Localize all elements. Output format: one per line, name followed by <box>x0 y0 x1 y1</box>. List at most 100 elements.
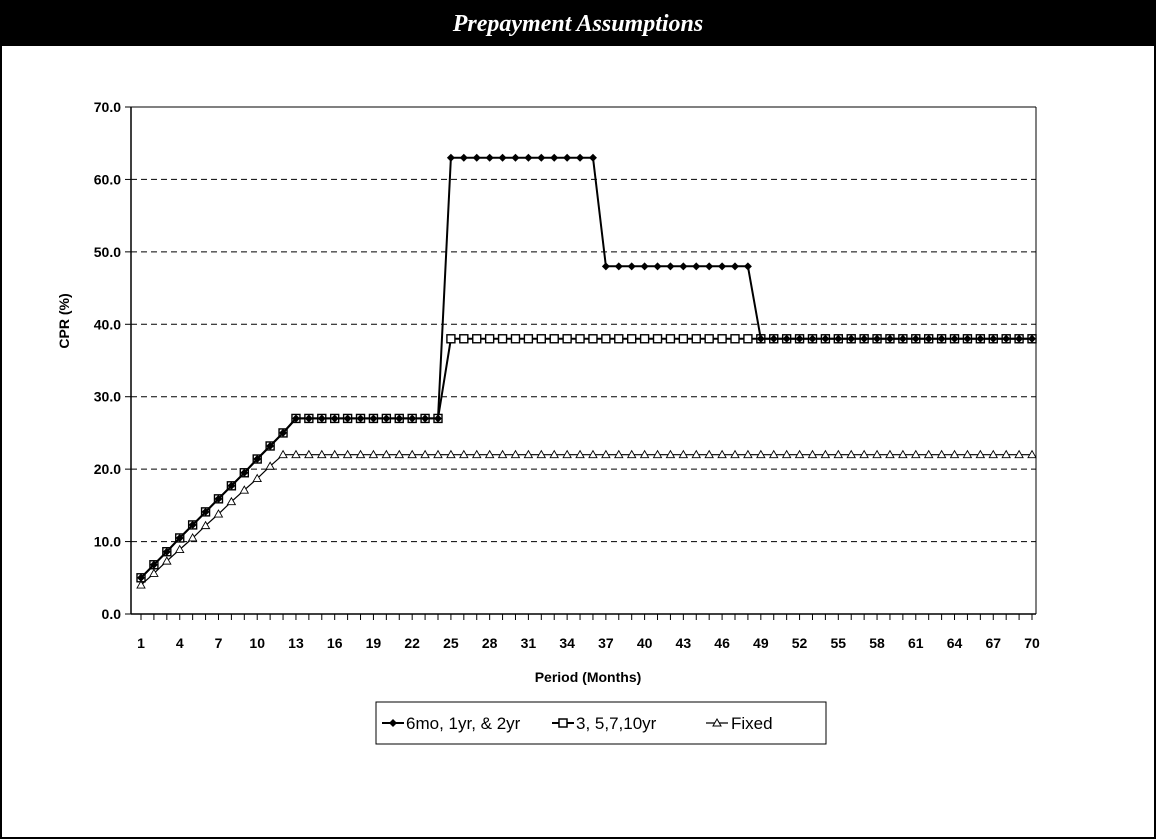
data-point-triangle <box>911 449 921 459</box>
data-point-square <box>575 334 585 344</box>
data-point-triangle <box>704 449 714 459</box>
data-point-diamond <box>1028 334 1036 343</box>
data-point-diamond <box>408 414 417 423</box>
data-point-triangle <box>756 449 766 459</box>
x-tick-label: 4 <box>176 635 184 651</box>
data-point-diamond <box>731 262 739 271</box>
page-title: Prepayment Assumptions <box>2 2 1154 46</box>
data-point-triangle <box>781 449 792 459</box>
data-point-triangle <box>717 449 727 459</box>
data-point-square <box>652 334 663 344</box>
x-tick-label: 58 <box>869 635 885 651</box>
data-point-triangle <box>187 533 198 542</box>
data-point-triangle <box>523 449 534 459</box>
data-point-triangle <box>820 449 831 459</box>
data-point-triangle <box>898 449 908 459</box>
data-point-square <box>562 334 572 344</box>
x-tick-label: 31 <box>521 635 537 651</box>
data-point-triangle <box>200 520 211 530</box>
data-point-diamond <box>640 262 649 271</box>
data-point-triangle <box>265 461 275 470</box>
x-tick-label: 70 <box>1024 635 1040 651</box>
legend-label-series-3: Fixed <box>731 714 773 733</box>
data-point-square <box>472 334 482 344</box>
data-point-triangle <box>484 449 495 459</box>
x-tick-label: 13 <box>288 635 304 651</box>
data-point-triangle <box>588 449 598 459</box>
data-point-diamond <box>976 334 985 343</box>
data-point-diamond <box>162 547 171 556</box>
x-tick-label: 16 <box>327 635 343 651</box>
data-point-diamond <box>434 414 442 423</box>
data-point-diamond <box>989 334 998 343</box>
data-point-diamond <box>627 262 636 271</box>
legend-triangle-marker <box>712 717 722 727</box>
data-point-square <box>614 334 624 344</box>
data-point-diamond <box>201 507 210 516</box>
data-point-square <box>730 334 740 344</box>
data-point-triangle <box>381 449 392 459</box>
x-tick-label: 1 <box>137 635 145 651</box>
legend-box <box>375 701 827 745</box>
data-point-triangle <box>433 449 443 459</box>
data-point-square <box>497 334 508 344</box>
x-tick-label: 64 <box>947 635 963 651</box>
data-point-diamond <box>769 334 778 343</box>
legend-square-marker <box>558 718 568 728</box>
data-point-diamond <box>795 334 804 343</box>
data-point-diamond <box>240 468 249 477</box>
data-point-diamond <box>459 153 468 162</box>
data-point-diamond <box>356 414 365 423</box>
data-point-triangle <box>174 544 185 553</box>
data-point-diamond <box>472 153 481 162</box>
series-line-3 <box>140 454 1032 586</box>
data-point-triangle <box>807 449 818 459</box>
data-point-triangle <box>317 449 327 459</box>
data-point-diamond <box>614 262 623 271</box>
legend-label-series-2: 3, 5,7,10yr <box>576 714 657 733</box>
data-point-diamond <box>679 262 688 271</box>
data-point-triangle <box>652 449 663 459</box>
data-point-triangle <box>1014 449 1024 459</box>
data-point-diamond <box>1015 334 1024 343</box>
legend-item-series-2: 3, 5,7,10yr <box>552 714 657 733</box>
data-point-diamond <box>279 428 288 437</box>
legend-item-series-3: Fixed <box>706 714 773 733</box>
data-point-diamond <box>885 334 894 343</box>
data-point-square <box>484 334 495 344</box>
data-point-diamond <box>834 334 843 343</box>
data-point-diamond <box>963 334 972 343</box>
data-point-triangle <box>833 449 844 459</box>
data-point-triangle <box>252 473 262 483</box>
data-point-square <box>678 334 689 344</box>
data-point-square <box>626 334 637 344</box>
data-point-square <box>588 334 598 344</box>
data-point-diamond <box>550 153 559 162</box>
data-point-diamond <box>898 334 907 343</box>
data-point-triangle <box>549 449 559 459</box>
data-point-diamond <box>950 334 959 343</box>
data-point-triangle <box>794 449 805 459</box>
data-point-square <box>665 334 676 344</box>
y-tick-label: 60.0 <box>94 171 121 187</box>
data-point-diamond <box>576 153 585 162</box>
axes: 0.0 10.0 20.0 30.0 40.0 50.0 60.0 70.0 1 4 7 10 13 16… <box>94 99 1040 651</box>
data-point-square <box>523 334 534 344</box>
data-point-diamond <box>291 414 300 423</box>
y-tick-label: 70.0 <box>94 99 121 115</box>
x-tick-label: 28 <box>482 635 498 651</box>
data-point-triangle <box>355 449 366 459</box>
data-point-diamond <box>653 262 662 271</box>
data-point-diamond <box>563 153 572 162</box>
series-group <box>136 153 1037 589</box>
data-point-triangle <box>394 449 405 459</box>
x-tick-label: 52 <box>792 635 808 651</box>
x-tick-label: 40 <box>637 635 653 651</box>
data-point-triangle <box>601 449 611 459</box>
data-point-diamond <box>188 520 197 529</box>
data-point-triangle <box>768 449 779 459</box>
data-point-triangle <box>665 449 676 459</box>
data-point-square <box>510 334 521 344</box>
data-point-triangle <box>859 449 869 459</box>
